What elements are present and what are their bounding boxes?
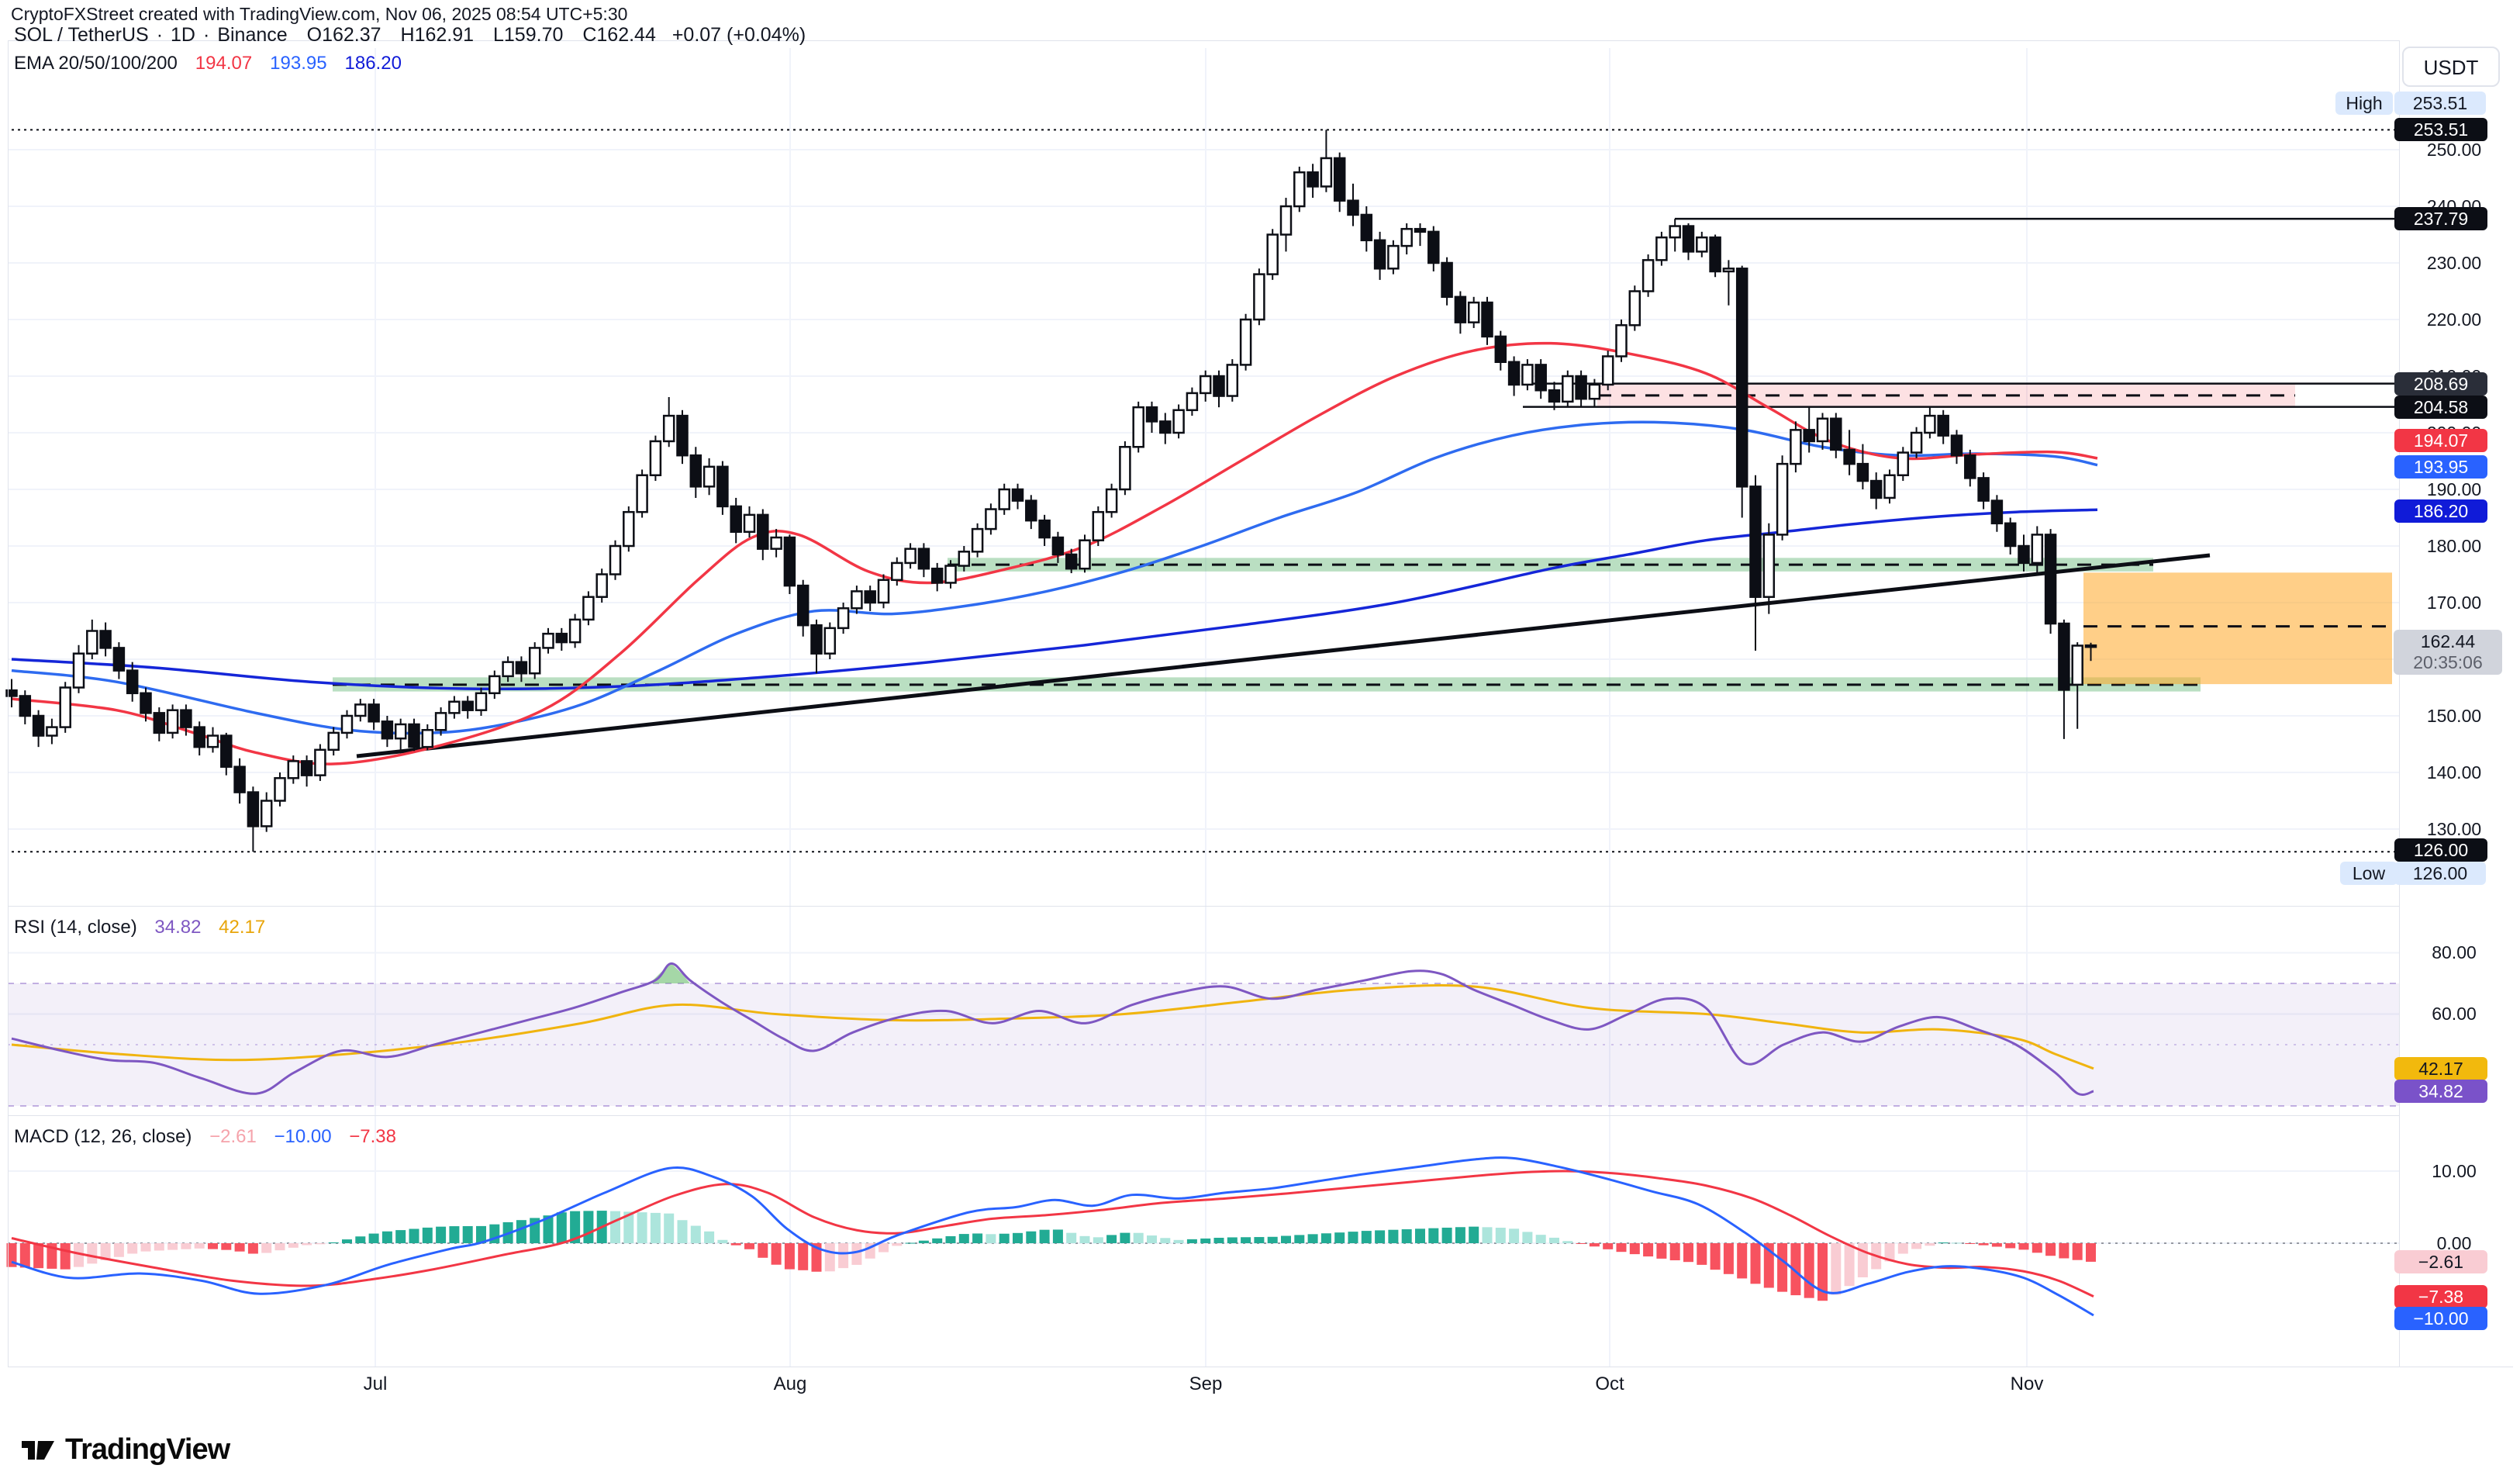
ema-row: EMA 20/50/100/200 194.07 193.95 186.20: [14, 51, 806, 74]
price-badge: 193.95: [2394, 455, 2487, 479]
macd-tick-label: 10.00: [2432, 1161, 2477, 1181]
rsi-badge: 42.17: [2394, 1057, 2487, 1080]
price-tick-label: 230.00: [2426, 253, 2482, 273]
rsi-series: [11, 962, 2094, 1096]
rsi-value: 34.82: [154, 917, 202, 938]
price-badge: 186.20: [2394, 499, 2487, 523]
price-tick-label: 130.00: [2426, 819, 2482, 839]
macd-badge: −2.61: [2394, 1250, 2487, 1273]
price-axis[interactable]: 250.00240.00230.00220.00210.00200.00190.…: [2394, 40, 2519, 1367]
month-label-aug: Aug: [773, 1374, 807, 1394]
candlestick-series: [5, 130, 2097, 852]
level-lines: [12, 129, 2399, 853]
exchange-label[interactable]: Binance: [217, 24, 288, 46]
price-badge: 194.07: [2394, 429, 2487, 452]
tradingview-logo[interactable]: TradingView: [20, 1432, 230, 1467]
macd-pane-title[interactable]: MACD (12, 26, close) −2.61 −10.00 −7.38: [14, 1126, 396, 1147]
rsi-overbought-patch: [650, 963, 690, 983]
ohlc-close: C162.44: [582, 24, 656, 46]
price-axis-separator: [2399, 40, 2400, 1404]
high-value-badge: 253.51: [2394, 92, 2486, 115]
rsi-ma-line: [11, 983, 2094, 1070]
demand-zone-lower: [333, 677, 2201, 692]
target-box: [2083, 572, 2392, 685]
price-badge: 253.51: [2394, 118, 2487, 141]
month-label-jul: Jul: [363, 1374, 388, 1394]
ohlc-high: H162.91: [400, 24, 475, 46]
time-axis[interactable]: Jul Aug Sep Oct Nov: [8, 1367, 2513, 1405]
price-tick-label: 190.00: [2426, 479, 2482, 499]
ema-indicator-label[interactable]: EMA 20/50/100/200: [14, 53, 178, 74]
current-price-value: 162.44: [2420, 631, 2476, 651]
macd-badge: −10.00: [2394, 1307, 2487, 1330]
macd-line-value: −10.00: [274, 1126, 332, 1147]
price-badge: 208.69: [2394, 372, 2487, 396]
tradingview-logo-text: TradingView: [65, 1432, 230, 1466]
rsi-band: [8, 983, 2399, 1107]
ema-value-3: 186.20: [344, 53, 402, 74]
symbol-title[interactable]: SOL / TetherUS: [14, 24, 149, 46]
pane-separator-rsi[interactable]: [8, 906, 2513, 907]
rsi-line: [11, 962, 2094, 1096]
macd-line: [11, 1156, 2094, 1317]
zones: [333, 383, 2392, 692]
currency-toggle-button[interactable]: USDT: [2402, 47, 2500, 87]
attribution-text: CryptoFXStreet created with TradingView.…: [11, 4, 628, 24]
change-label: +0.07 (+0.04%): [671, 24, 806, 46]
ema-line-193.95: [11, 420, 2098, 735]
month-label-sep: Sep: [1189, 1374, 1223, 1394]
month-label-nov: Nov: [2010, 1374, 2044, 1394]
macd-badge: −7.38: [2394, 1285, 2487, 1308]
high-marker-label: High: [2335, 92, 2393, 115]
rsi-tick-label: 60.00: [2432, 1004, 2477, 1024]
macd-signal-line: [11, 1170, 2094, 1298]
rsi-pane-title[interactable]: RSI (14, close) 34.82 42.17: [14, 917, 266, 938]
rsi-tick-label: 80.00: [2432, 942, 2477, 962]
price-tick-label: 170.00: [2426, 593, 2482, 613]
low-value-badge: 126.00: [2394, 862, 2486, 885]
ema-value-2: 193.95: [270, 53, 327, 74]
pane-separator-macd[interactable]: [8, 1115, 2513, 1116]
ohlc-open: O162.37: [306, 24, 381, 46]
price-tick-label: 180.00: [2426, 536, 2482, 556]
price-badge: 237.79: [2394, 207, 2487, 230]
macd-tick-label: 0.00: [2436, 1233, 2472, 1253]
rsi-ma-value: 42.17: [219, 917, 266, 938]
current-price-badge: 162.44 20:35:06: [2394, 630, 2502, 675]
interval-label[interactable]: 1D: [171, 24, 195, 46]
price-tick-label: 220.00: [2426, 309, 2482, 330]
month-label-oct: Oct: [1595, 1374, 1624, 1394]
symbol-legend: SOL / TetherUS · 1D · Binance O162.37 H162.9…: [14, 23, 806, 79]
price-badge: 204.58: [2394, 396, 2487, 419]
macd-series: [6, 1156, 2399, 1317]
low-marker-label: Low: [2340, 862, 2397, 885]
price-tick-label: 150.00: [2426, 706, 2482, 726]
macd-signal-value: −7.38: [349, 1126, 396, 1147]
ema-value-1: 194.07: [195, 53, 253, 74]
price-badge: 126.00: [2394, 838, 2487, 862]
symbol-row: SOL / TetherUS · 1D · Binance O162.37 H162.9…: [14, 24, 806, 46]
price-tick-label: 250.00: [2426, 140, 2482, 160]
ohlc-low: L159.70: [493, 24, 564, 46]
macd-hist-value: −2.61: [209, 1126, 257, 1147]
countdown-timer: 20:35:06: [2413, 652, 2483, 672]
rsi-badge: 34.82: [2394, 1080, 2487, 1103]
tradingview-logo-icon: [22, 1441, 54, 1460]
price-tick-label: 140.00: [2426, 762, 2482, 783]
ema-line-186.20: [11, 508, 2098, 691]
gridlines: [8, 48, 2399, 1367]
trendline[interactable]: [356, 553, 2211, 758]
